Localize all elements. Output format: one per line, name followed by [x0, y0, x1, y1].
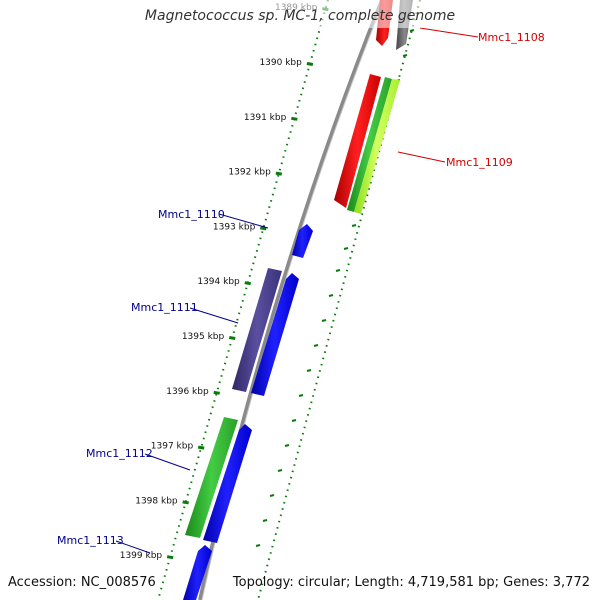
genome-backbone-highlight: [201, 0, 385, 600]
gene-label-mmc1-1113[interactable]: Mmc1_1113: [57, 534, 124, 547]
kbp-tick-label: 1398 kbp: [135, 496, 178, 506]
gene-label-mmc1-1111[interactable]: Mmc1_1111: [131, 301, 198, 314]
gene-mmc1-1111-purple[interactable]: [232, 268, 282, 392]
gene-mmc1-1109-red[interactable]: [334, 74, 381, 208]
gene-labels: Mmc1_1108 Mmc1_1109 Mmc1_1110 Mmc1_1111 …: [57, 31, 545, 547]
genes: [183, 0, 413, 600]
genome-title: Magnetococcus sp. MC-1, complete genome: [144, 8, 456, 24]
gene-mmc1-1111-blue[interactable]: [251, 273, 299, 396]
tick-track-left: [157, 0, 329, 600]
kbp-tick-mark: [197, 445, 205, 450]
gene-label-mmc1-1109[interactable]: Mmc1_1109: [446, 156, 513, 169]
kbp-tick-mark: [244, 281, 252, 286]
gene-mmc1-1113[interactable]: [183, 545, 212, 600]
gene-label-mmc1-1108[interactable]: Mmc1_1108: [478, 31, 545, 44]
gene-mmc1-1112-green[interactable]: [185, 417, 238, 538]
kbp-tick-mark: [166, 555, 174, 560]
kbp-tick-mark: [275, 171, 283, 176]
kbp-tick-mark: [306, 62, 314, 66]
kbp-tick-label: 1390 kbp: [259, 58, 302, 68]
gene-label-mmc1-1112[interactable]: Mmc1_1112: [86, 447, 153, 460]
kbp-tick-label: 1394 kbp: [197, 277, 240, 287]
kbp-tick-mark: [291, 116, 298, 121]
accession-label: Accession: NC_008576: [8, 575, 156, 590]
kbp-tick-label: 1392 kbp: [228, 168, 271, 178]
kbp-tick-label: 1397 kbp: [151, 442, 194, 452]
kbp-tick-mark: [228, 336, 236, 340]
gene-mmc1-1112-blue[interactable]: [203, 424, 252, 543]
kbp-tick-label: 1393 kbp: [213, 222, 256, 232]
gene-mmc1-1110[interactable]: [292, 224, 313, 258]
kbp-tick-label: 1396 kbp: [166, 387, 209, 397]
kbp-tick-label: 1395 kbp: [182, 332, 225, 342]
gene-mmc1-1109-green[interactable]: [347, 77, 392, 212]
label-leaders: [115, 27, 479, 554]
gene-label-mmc1-1110[interactable]: Mmc1_1110: [158, 208, 225, 221]
title-backdrop: [140, 0, 460, 28]
kbp-tick-mark: [260, 226, 267, 231]
kbp-tick-mark: [213, 390, 220, 395]
topology-label: Topology: circular; Length: 4,719,581 bp…: [232, 575, 590, 590]
kbp-tick-mark: [182, 500, 189, 505]
kbp-tick-label: 1399 kbp: [120, 551, 163, 561]
gene-mmc1-1109-lime[interactable]: [354, 79, 400, 214]
kbp-tick-label: 1391 kbp: [244, 113, 287, 123]
